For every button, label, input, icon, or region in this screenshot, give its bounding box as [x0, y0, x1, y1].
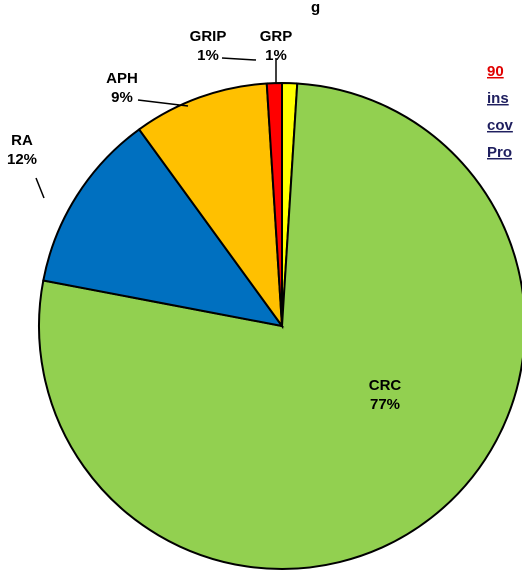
pie-slice — [265, 81, 283, 327]
annotation-line: ins — [487, 90, 509, 107]
labels: GRP 1% CRC 77% RA 12% APH 9% GRIP 1% — [7, 28, 401, 413]
chart-title: g — [311, 0, 320, 16]
annotation-line: Pro — [487, 144, 512, 161]
slice-label: RA — [11, 132, 33, 149]
slice-value-label: 12% — [7, 151, 37, 168]
slice-value-label: 1% — [197, 47, 219, 64]
annotation-line: cov — [487, 117, 514, 134]
slice-value-label: 9% — [111, 89, 133, 106]
pie-slice — [137, 82, 284, 330]
slice-value-label: 1% — [265, 47, 287, 64]
annotation-line: 90 — [487, 63, 504, 80]
leader-line — [137, 99, 189, 107]
slice-label: GRIP — [190, 28, 227, 45]
pie — [38, 81, 522, 570]
slice-label: APH — [106, 70, 138, 87]
leader-line — [221, 57, 257, 61]
slice-label: CRC — [369, 377, 402, 394]
slice-value-label: 77% — [370, 396, 400, 413]
pie-slice — [42, 128, 285, 328]
slice-label: GRP — [260, 28, 293, 45]
leader-line — [35, 177, 45, 199]
